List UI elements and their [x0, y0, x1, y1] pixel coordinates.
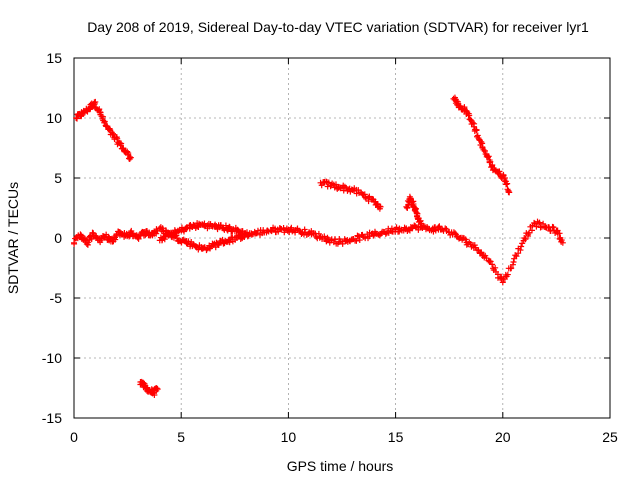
data-point: [161, 236, 168, 243]
x-tick-label: 5: [177, 429, 185, 445]
data-point: [506, 189, 513, 196]
data-point: [244, 233, 251, 240]
y-tick-label: 10: [46, 110, 62, 126]
data-point: [112, 236, 119, 243]
data-point: [492, 264, 499, 271]
data-point: [114, 135, 121, 142]
data-point: [88, 236, 95, 243]
data-point: [540, 220, 547, 227]
data-point: [489, 261, 496, 268]
data-point: [442, 225, 449, 232]
data-point: [452, 230, 459, 237]
data-point: [417, 217, 424, 224]
data-point: [126, 155, 133, 162]
data-point: [497, 275, 504, 282]
data-point: [118, 140, 125, 147]
y-tick-label: -5: [50, 290, 63, 306]
data-point: [510, 259, 517, 265]
data-point: [388, 225, 395, 232]
data-point: [469, 119, 476, 126]
data-point: [496, 168, 503, 175]
grid-lines: [74, 58, 610, 418]
data-point: [521, 235, 528, 241]
y-axis-label: SDTVAR / TECUs: [5, 182, 21, 294]
data-point: [332, 181, 339, 188]
x-tick-label: 0: [70, 429, 78, 445]
x-tick-labels: 0 5 10 15 20 25: [70, 429, 618, 445]
data-point: [453, 98, 460, 105]
data-point: [559, 239, 566, 246]
data-point: [499, 279, 506, 286]
data-point: [393, 224, 400, 231]
data-point: [480, 146, 487, 153]
data-point: [154, 386, 161, 393]
data-point: [556, 230, 563, 237]
data-point: [377, 203, 384, 210]
data-point: [226, 224, 233, 231]
data-point: [536, 219, 543, 226]
data-point: [243, 229, 250, 236]
x-axis-label: GPS time / hours: [287, 458, 394, 474]
data-point: [71, 240, 78, 247]
data-point: [301, 226, 308, 233]
data-point: [489, 161, 496, 168]
y-tick-label: 5: [54, 170, 62, 186]
x-tick-label: 25: [602, 429, 618, 445]
y-tick-label: 15: [46, 50, 62, 66]
y-tick-label: 0: [54, 230, 62, 246]
data-point: [518, 243, 525, 250]
data-point: [127, 154, 134, 161]
data-point: [98, 236, 105, 243]
data-point: [513, 253, 520, 260]
data-point: [356, 237, 363, 244]
data-point: [517, 247, 524, 254]
data-point: [336, 235, 343, 242]
data-point: [77, 231, 84, 238]
data-point: [135, 235, 142, 242]
data-point: [558, 237, 565, 244]
data-point: [418, 220, 425, 227]
y-tick-label: -15: [42, 410, 62, 426]
data-point: [286, 229, 293, 236]
x-tick-label: 20: [495, 429, 511, 445]
data-points: [71, 94, 566, 398]
data-point: [73, 115, 80, 122]
data-point: [504, 271, 511, 278]
data-point: [254, 227, 261, 234]
data-point: [473, 127, 480, 134]
y-tick-labels: -15 -10 -5 0 5 10 15: [42, 50, 62, 426]
data-point: [454, 98, 461, 105]
x-tick-label: 15: [388, 429, 404, 445]
data-point: [248, 231, 255, 238]
data-point: [92, 98, 99, 105]
data-point: [487, 158, 494, 165]
data-point: [457, 103, 464, 110]
data-point: [504, 180, 511, 187]
axis-ticks: [73, 57, 611, 419]
data-point: [159, 225, 166, 232]
data-point: [471, 120, 478, 127]
data-point: [339, 240, 346, 247]
chart-title: Day 208 of 2019, Sidereal Day-to-day VTE…: [87, 19, 589, 35]
data-point: [382, 230, 389, 237]
data-point: [482, 151, 489, 157]
data-point: [481, 147, 488, 154]
data-point: [474, 132, 481, 139]
data-point: [353, 237, 360, 244]
data-point: [508, 265, 515, 272]
data-point: [522, 236, 529, 243]
data-point: [170, 232, 177, 239]
data-point: [462, 236, 469, 243]
data-point: [547, 228, 554, 235]
data-point: [341, 183, 348, 190]
y-tick-label: -10: [42, 350, 62, 366]
data-point: [436, 223, 443, 230]
data-point: [169, 231, 176, 238]
data-point: [485, 153, 492, 160]
x-tick-label: 10: [281, 429, 297, 445]
data-point: [125, 150, 132, 157]
